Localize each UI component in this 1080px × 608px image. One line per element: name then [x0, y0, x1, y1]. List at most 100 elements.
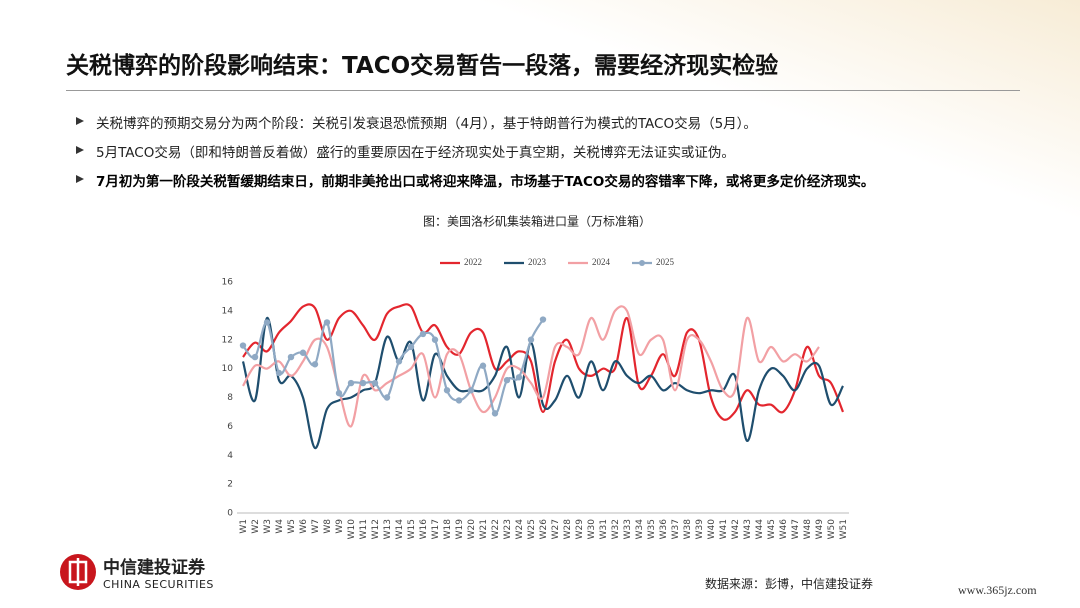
- x-tick-label: W4: [275, 519, 285, 534]
- source: 数据来源：彭博，中信建投证券: [705, 577, 874, 591]
- x-tick-label: W6: [299, 519, 309, 534]
- x-tick-label: W44: [755, 519, 765, 540]
- x-tick-label: W38: [683, 519, 693, 540]
- bullet: 关税博弈的预期交易分为两个阶段：关税引发衰退恐慌预期（4月），基于特朗普行为模式…: [76, 112, 757, 132]
- series-point: [347, 379, 355, 387]
- x-tick-label: W24: [515, 519, 525, 540]
- title-rule: [66, 90, 1020, 91]
- x-tick-label: W21: [479, 519, 489, 539]
- series-point: [539, 316, 547, 323]
- series-line: [242, 303, 845, 421]
- y-tick-label: 12: [222, 335, 233, 345]
- x-tick-label: W33: [623, 519, 633, 539]
- legend-label: 2023: [528, 257, 547, 267]
- x-tick-label: W2: [251, 519, 261, 534]
- series-line: [241, 316, 844, 450]
- series-point: [251, 353, 259, 361]
- series-point: [467, 387, 475, 394]
- x-tick-label: W41: [719, 519, 729, 539]
- y-tick-label: 4: [227, 451, 233, 461]
- x-tick-label: W9: [335, 519, 345, 534]
- x-tick-label: W18: [443, 519, 453, 540]
- series-point: [527, 336, 535, 343]
- x-tick-label: W29: [575, 519, 585, 540]
- logo-text: 中信建投证券: [103, 558, 205, 578]
- y-tick-label: 8: [227, 393, 233, 403]
- bullet-text: 关税博弈的预期交易分为两个阶段：关税引发衰退恐慌预期（4月），基于特朗普行为模式…: [96, 116, 757, 132]
- x-tick-label: W48: [803, 519, 813, 540]
- x-tick-label: W25: [527, 519, 537, 539]
- y-tick-label: 10: [222, 364, 234, 374]
- x-tick-label: W23: [503, 519, 513, 539]
- series-point: [431, 336, 439, 343]
- x-tick-label: W42: [731, 519, 741, 539]
- x-tick-label: W32: [611, 519, 621, 539]
- series-point: [371, 379, 379, 387]
- series-point: [359, 379, 367, 387]
- x-tick-label: W5: [287, 519, 297, 534]
- x-tick-label: W11: [359, 519, 369, 539]
- y-tick-label: 0: [227, 509, 233, 519]
- x-tick-label: W49: [815, 519, 825, 540]
- x-tick-label: W35: [647, 519, 657, 539]
- series-point: [311, 361, 319, 368]
- x-tick-label: W8: [323, 519, 333, 534]
- series-point: [479, 362, 487, 369]
- x-tick-label: W15: [407, 519, 417, 539]
- series-point: [443, 387, 451, 394]
- series-point: [419, 330, 427, 338]
- x-tick-label: W3: [263, 519, 273, 534]
- x-tick-label: W39: [695, 519, 705, 540]
- bullet-text: 7月初为第一阶段关税暂缓期结束日，前期非美抢出口或将迎来降温，市场基于TACO交…: [96, 174, 875, 190]
- x-tick-label: W46: [779, 519, 789, 540]
- x-tick-label: W50: [827, 519, 837, 540]
- x-tick-label: W13: [383, 519, 393, 539]
- x-tick-label: W10: [347, 519, 357, 540]
- legend-marker: [639, 260, 645, 266]
- x-tick-label: W22: [491, 519, 501, 539]
- x-tick-label: W31: [599, 519, 609, 539]
- y-tick-label: 16: [222, 278, 234, 288]
- x-tick-label: W19: [455, 519, 465, 540]
- series-point: [263, 319, 271, 326]
- x-tick-label: W30: [587, 519, 597, 540]
- bullet: 5月TACO交易（即和特朗普反着做）盛行的重要原因在于经济现实处于真空期，关税博…: [76, 141, 735, 161]
- legend-label: 2022: [464, 257, 482, 267]
- x-tick-label: W7: [311, 519, 321, 534]
- x-tick-label: W26: [539, 519, 549, 540]
- x-tick-label: W45: [767, 519, 777, 539]
- x-tick-label: W27: [551, 519, 561, 539]
- x-tick-label: W14: [395, 519, 405, 540]
- x-tick-label: W16: [419, 519, 429, 540]
- series-point: [335, 389, 343, 397]
- y-tick-label: 6: [227, 422, 233, 432]
- x-tick-label: W37: [671, 519, 681, 539]
- series-point: [323, 319, 331, 326]
- y-tick-label: 2: [227, 480, 233, 490]
- x-tick-label: W17: [431, 519, 441, 539]
- watermark: www.365jz.com: [958, 583, 1037, 597]
- series-point: [239, 342, 247, 349]
- x-tick-label: W20: [467, 519, 477, 540]
- y-tick-label: 14: [222, 306, 234, 316]
- series-point: [383, 394, 391, 401]
- logo-text-en: CHINA SECURITIES: [103, 578, 214, 591]
- series-point: [299, 349, 307, 356]
- series-point: [515, 374, 523, 381]
- x-tick-label: W34: [635, 519, 645, 540]
- series-point: [455, 397, 463, 404]
- bullet-text: 5月TACO交易（即和特朗普反着做）盛行的重要原因在于经济现实处于真空期，关税博…: [96, 145, 735, 161]
- x-tick-label: W12: [371, 519, 381, 539]
- x-tick-label: W36: [659, 519, 669, 540]
- x-tick-label: W28: [563, 519, 573, 540]
- series-point: [275, 369, 283, 377]
- series-point: [503, 376, 511, 384]
- x-tick-label: W1: [239, 519, 249, 534]
- series-point: [491, 410, 499, 417]
- series-point: [395, 358, 403, 365]
- series-point: [407, 343, 415, 351]
- chart-title: 图：美国洛杉矶集装箱进口量（万标准箱）: [423, 214, 651, 229]
- slide-title: 关税博弈的阶段影响结束：TACO交易暂告一段落，需要经济现实检验: [66, 53, 779, 79]
